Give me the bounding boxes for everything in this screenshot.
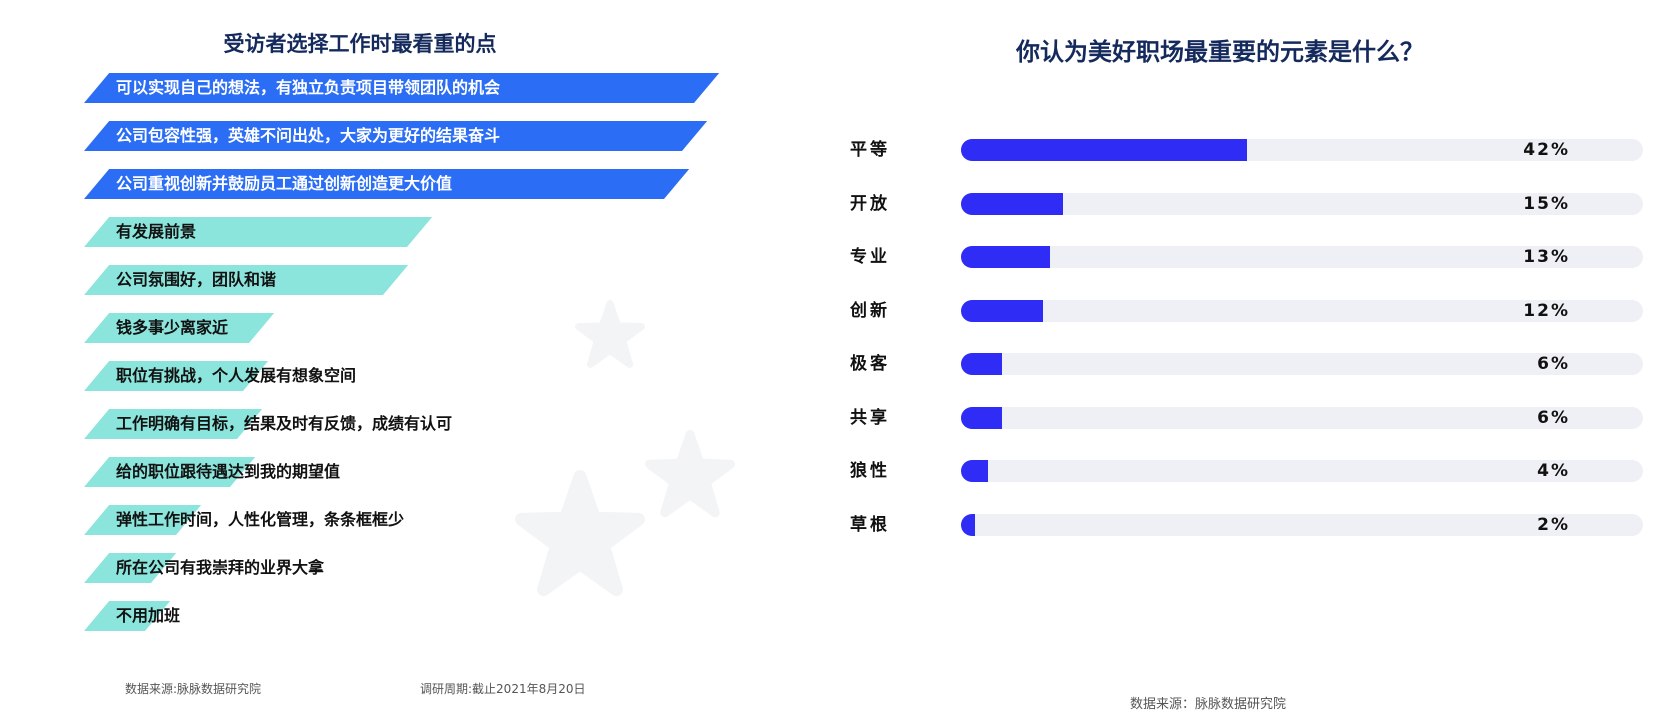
- category-label: 草根: [850, 514, 890, 535]
- data-source-note: 数据来源:脉脉数据研究院: [125, 682, 262, 696]
- reason-label: 有发展前景: [116, 222, 197, 241]
- survey-period-note: 调研周期:截止2021年8月20日: [420, 682, 586, 696]
- element-row: 草根 2%: [850, 513, 1643, 537]
- category-label: 狼性: [850, 461, 890, 481]
- value-label: 42%: [1523, 140, 1570, 160]
- reason-label: 不用加班: [116, 606, 181, 625]
- reason-label: 给的职位跟待遇达到我的期望值: [116, 462, 341, 481]
- chart-title: 你认为美好职场最重要的元素是什么？: [1016, 38, 1424, 66]
- element-row: 共享 6%: [850, 406, 1643, 430]
- category-label: 专业: [850, 247, 890, 267]
- value-label: 13%: [1523, 247, 1570, 267]
- category-label: 共享: [850, 407, 890, 428]
- left-chart-panel: 受访者选择工作时最看重的点 可以实现自己的想法，有独立负责项目带领团队的机会 公司…: [0, 0, 800, 720]
- reason-label: 公司氛围好，团队和谐: [116, 270, 277, 289]
- value-label: 6%: [1537, 354, 1570, 374]
- reason-label: 公司包容性强，英雄不问出处，大家为更好的结果奋斗: [116, 126, 501, 145]
- bar-track: [961, 460, 1643, 482]
- reason-label: 公司重视创新并鼓励员工通过创新创造更大价值: [116, 174, 453, 193]
- element-row: 平等 42%: [850, 138, 1643, 162]
- bar-fill: [961, 513, 975, 536]
- bar-track: [961, 192, 1643, 215]
- star-decoration-icon: [515, 470, 645, 597]
- element-row: 专业 13%: [850, 245, 1643, 269]
- bar-fill: [961, 299, 1043, 322]
- reason-label: 可以实现自己的想法，有独立负责项目带领团队的机会: [116, 78, 501, 97]
- reason-label: 弹性工作时间，人性化管理，条条框框少: [116, 510, 405, 529]
- value-label: 6%: [1537, 407, 1570, 428]
- category-label: 平等: [850, 140, 890, 160]
- reason-label: 钱多事少离家近: [116, 318, 229, 337]
- element-row: 创新 12%: [850, 299, 1643, 323]
- element-row: 开放 15%: [850, 192, 1643, 216]
- element-row: 狼性 4%: [850, 459, 1643, 483]
- reason-label: 职位有挑战，个人发展有想象空间: [116, 366, 357, 385]
- value-label: 4%: [1537, 461, 1570, 481]
- bar-fill: [961, 139, 1248, 161]
- bar-fill: [961, 246, 1050, 268]
- bar-track: [961, 139, 1643, 161]
- bar-fill: [961, 460, 989, 482]
- reason-label: 所在公司有我崇拜的业界大拿: [116, 558, 325, 577]
- bar-track: [961, 299, 1643, 322]
- star-decoration-icon: [645, 430, 735, 518]
- bar-track: [961, 406, 1643, 429]
- bar-fill: [961, 353, 1002, 375]
- element-row: 极客 6%: [850, 352, 1643, 376]
- chart-title: 受访者选择工作时最看重的点: [223, 32, 497, 56]
- bar-track: [961, 513, 1643, 536]
- category-label: 创新: [850, 300, 890, 321]
- bar-fill: [961, 192, 1064, 215]
- right-chart-panel: 你认为美好职场最重要的元素是什么？ 平等 42% 开放 15% 专业 13% 创新 12% 极客…: [800, 0, 1657, 720]
- value-label: 2%: [1537, 514, 1570, 535]
- reason-label: 工作明确有目标，结果及时有反馈，成绩有认可: [116, 414, 453, 433]
- value-label: 15%: [1523, 193, 1570, 214]
- bar-fill: [961, 406, 1002, 429]
- bar-track: [961, 246, 1643, 268]
- data-source-note: 数据来源：脉脉数据研究院: [1130, 697, 1287, 712]
- value-label: 12%: [1523, 300, 1570, 321]
- bar-track: [961, 353, 1643, 375]
- category-label: 极客: [850, 354, 890, 374]
- star-decoration-icon: [575, 300, 645, 368]
- category-label: 开放: [850, 193, 890, 214]
